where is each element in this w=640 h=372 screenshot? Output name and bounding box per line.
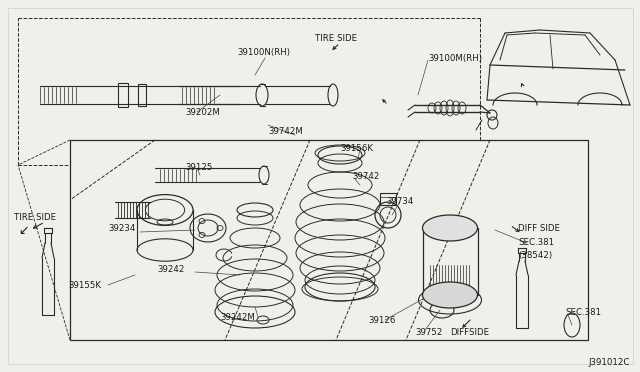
Text: SEC.381: SEC.381 — [565, 308, 601, 317]
Text: 39742M: 39742M — [268, 127, 303, 136]
Text: 39234: 39234 — [108, 224, 136, 233]
Text: ↙: ↙ — [18, 224, 29, 237]
Text: 39242M: 39242M — [220, 313, 255, 322]
Text: DIFFSIDE: DIFFSIDE — [450, 328, 489, 337]
Text: 39100M(RH): 39100M(RH) — [428, 54, 482, 63]
Bar — [380, 193, 396, 205]
Text: 39125: 39125 — [185, 163, 212, 172]
Text: 39100N(RH): 39100N(RH) — [237, 48, 290, 57]
Text: 39752: 39752 — [415, 328, 442, 337]
Ellipse shape — [422, 282, 477, 308]
Text: (38542): (38542) — [518, 251, 552, 260]
Text: SEC.381: SEC.381 — [518, 238, 554, 247]
Bar — [70, 140, 588, 340]
Text: 39156K: 39156K — [340, 144, 373, 153]
Ellipse shape — [422, 215, 477, 241]
Text: 39155K: 39155K — [68, 281, 101, 290]
Text: J391012C: J391012C — [588, 358, 629, 367]
Text: 39126: 39126 — [368, 316, 396, 325]
Text: 39242: 39242 — [157, 265, 184, 274]
Text: DIFF SIDE: DIFF SIDE — [518, 224, 560, 233]
Text: TIRE SIDE: TIRE SIDE — [14, 213, 56, 222]
Text: 39742: 39742 — [352, 172, 380, 181]
Text: 39734: 39734 — [386, 197, 413, 206]
Text: 39202M: 39202M — [185, 108, 220, 117]
Text: TIRE SIDE: TIRE SIDE — [315, 34, 357, 43]
